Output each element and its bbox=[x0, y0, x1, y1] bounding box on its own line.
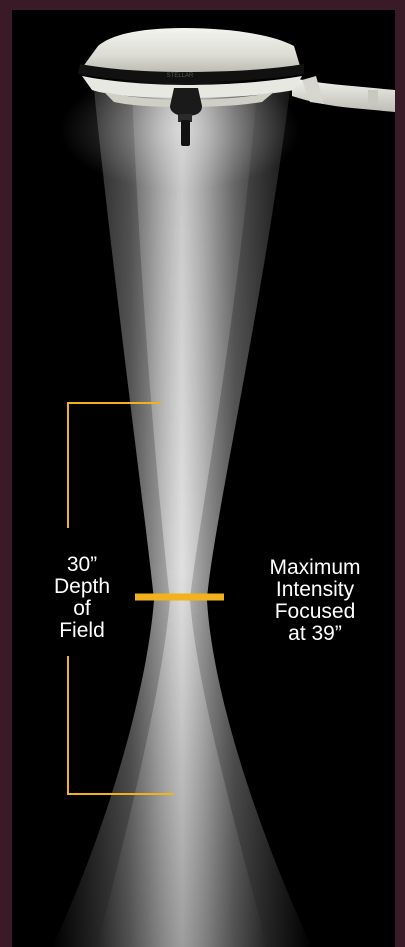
max-intensity-line-4: at 39” bbox=[288, 622, 342, 645]
max-intensity-line-1: Maximum bbox=[269, 556, 361, 579]
lamp-head: STELLAR bbox=[78, 28, 304, 107]
diagram-stage: STELLAR 30” Depth of Field Maximum bbox=[12, 10, 395, 947]
max-intensity-label: Maximum Intensity Focused at 39” bbox=[250, 557, 380, 645]
depth-of-field-label: 30” Depth of Field bbox=[46, 554, 118, 642]
depth-of-field-line-3: of bbox=[73, 597, 91, 620]
bracket-top bbox=[67, 402, 161, 528]
depth-of-field-line-4: Field bbox=[59, 619, 105, 642]
light-beam-illustration: STELLAR bbox=[52, 28, 395, 947]
depth-of-field-line-2: Depth bbox=[53, 575, 111, 598]
lamp-arm bbox=[292, 76, 395, 112]
max-intensity-line-2: Intensity bbox=[275, 578, 355, 601]
depth-of-field-bracket bbox=[67, 402, 174, 795]
light-beam bbox=[52, 90, 312, 947]
depth-of-field-line-1: 30” bbox=[66, 553, 98, 576]
lamp-handle bbox=[170, 88, 202, 146]
lamp-brand-text: STELLAR bbox=[167, 73, 194, 79]
bracket-bottom bbox=[67, 656, 174, 795]
max-intensity-line-3: Focused bbox=[274, 600, 356, 623]
